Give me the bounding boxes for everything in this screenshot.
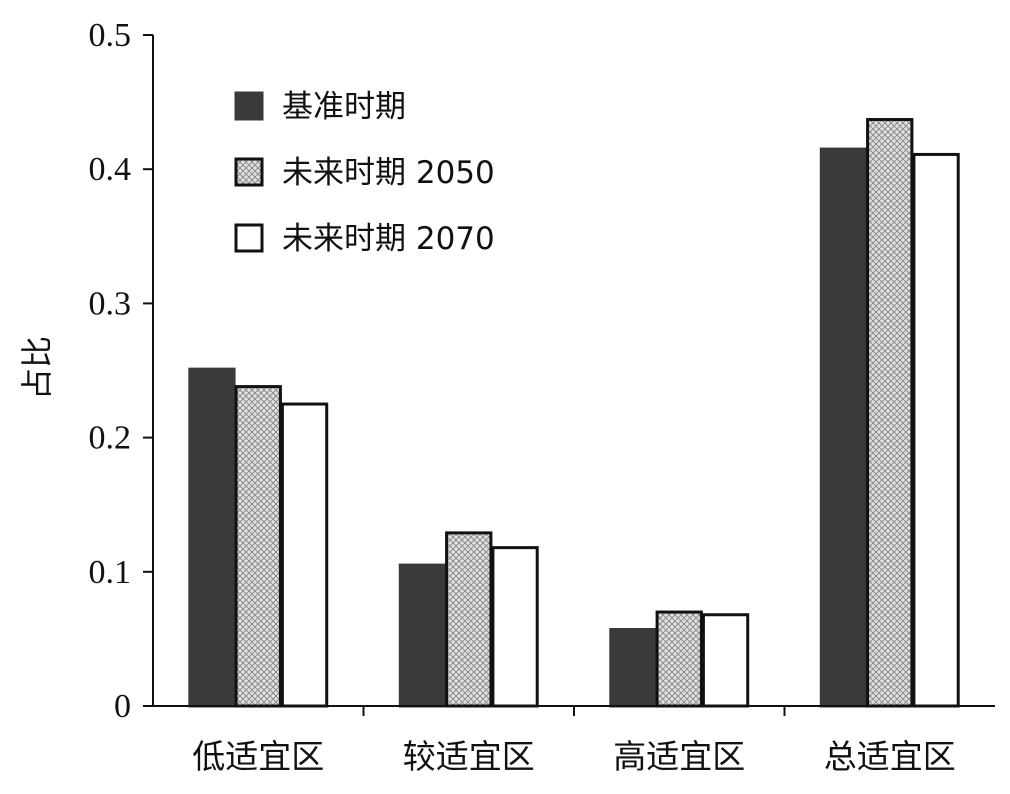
bar-3-0 — [819, 147, 868, 708]
legend-label: 基准时期 — [282, 89, 406, 125]
y-tick-label: 0 — [114, 688, 131, 725]
bar-0-1 — [234, 385, 282, 708]
bar-0-2 — [280, 402, 329, 708]
legend-swatch — [234, 223, 264, 253]
bar-3-1 — [866, 118, 914, 708]
bars-layer — [188, 118, 960, 708]
bar-1-1 — [445, 531, 493, 708]
bar-group-1 — [398, 531, 539, 708]
axes-layer: 0 0.1 0.2 0.3 0.4 0.5 低适宜区 较适宜区 高适宜区 总适宜区 — [89, 17, 995, 776]
bar-group-2 — [609, 610, 750, 708]
legend-swatch — [234, 91, 264, 121]
y-tick-label: 0.4 — [89, 151, 132, 188]
bar-3-2 — [912, 152, 960, 708]
bar-0-0 — [188, 367, 236, 708]
x-tick-label: 低适宜区 — [192, 737, 324, 776]
y-tick-label: 0.2 — [89, 420, 132, 457]
bar-2-2 — [701, 613, 750, 708]
legend-item: 未来时期 2050 — [234, 155, 495, 191]
x-tick-label: 总适宜区 — [824, 737, 956, 776]
y-tick-label: 0.3 — [89, 285, 132, 322]
y-axis-label: 占比 — [18, 336, 56, 400]
legend-label: 未来时期 2050 — [282, 155, 495, 191]
bar-group-3 — [819, 118, 960, 708]
x-tick-label: 高适宜区 — [613, 737, 745, 776]
bar-2-0 — [609, 628, 657, 708]
legend-item: 基准时期 — [234, 89, 406, 125]
bar-2-1 — [655, 610, 703, 708]
bar-1-2 — [491, 546, 539, 708]
x-tick-label: 较适宜区 — [403, 737, 535, 776]
bar-1-0 — [398, 563, 447, 708]
y-tick-label: 0.5 — [89, 17, 132, 54]
legend-label: 未来时期 2070 — [282, 221, 495, 257]
legend-swatch — [234, 157, 264, 187]
y-tick-label: 0.1 — [89, 554, 132, 591]
legend-item: 未来时期 2070 — [234, 221, 495, 257]
bar-group-0 — [188, 367, 329, 708]
